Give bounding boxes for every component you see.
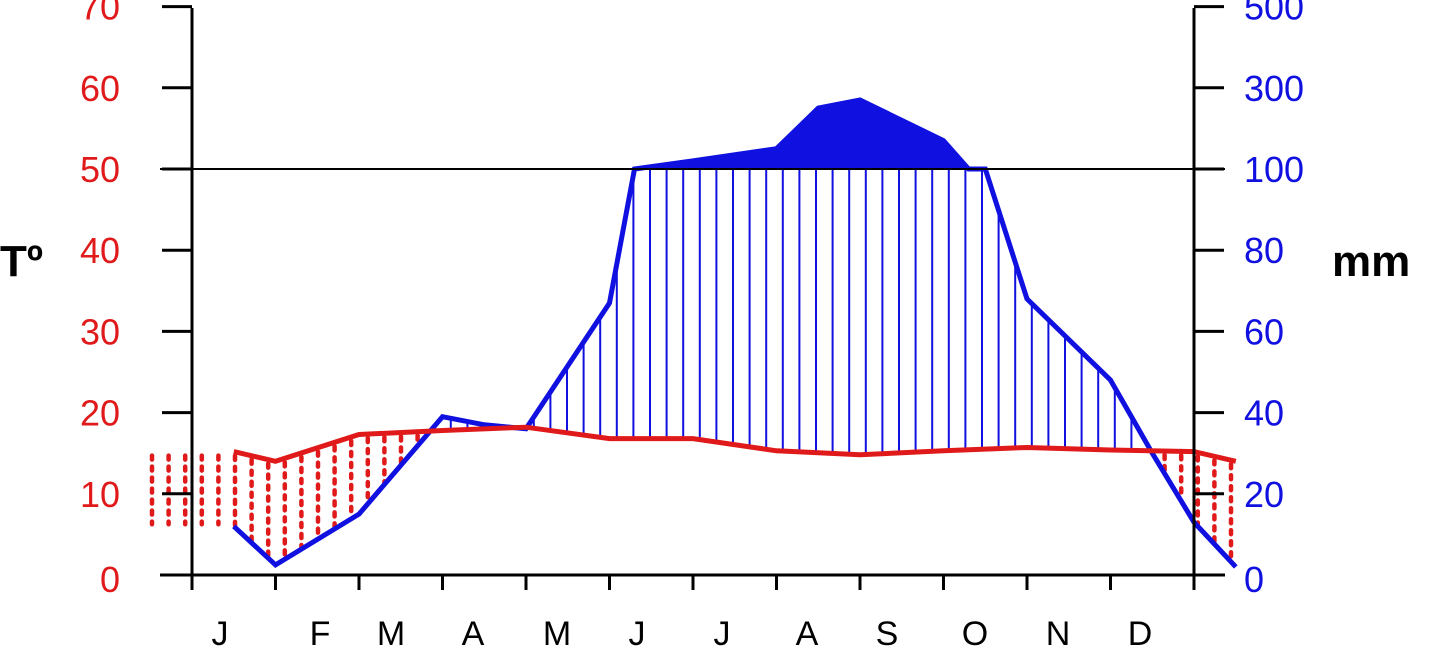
right-tick-label: 500 (1244, 0, 1304, 28)
axes-layer: 0 0 10 20 20 40 30 60 40 80 50 100 60 300 70 500 J F M A M J J… (80, 0, 1304, 653)
month-label: J (714, 615, 731, 653)
humid-surplus-fill (635, 99, 969, 169)
left-tick-label: 70 (80, 0, 120, 28)
month-label: F (310, 615, 331, 653)
right-tick-label: 300 (1244, 68, 1304, 109)
right-tick-label: 60 (1244, 311, 1284, 352)
right-tick-label: 80 (1244, 230, 1284, 271)
month-label: O (962, 615, 988, 653)
left-tick-label: 10 (80, 474, 120, 515)
fill-layer (149, 99, 1234, 563)
left-tick-label: 0 (100, 559, 120, 600)
month-label: J (212, 615, 229, 653)
right-tick-label: 20 (1244, 474, 1284, 515)
month-label: M (377, 615, 405, 653)
left-tick-label: 50 (80, 149, 120, 190)
month-label: M (543, 615, 571, 653)
series-layer (232, 97, 1238, 569)
month-label: A (462, 615, 485, 653)
temperature-line (233, 424, 1237, 464)
right-tick-label: 40 (1244, 393, 1284, 434)
month-label: D (1128, 615, 1153, 653)
left-tick-label: 20 (80, 393, 120, 434)
month-label: A (796, 615, 819, 653)
month-label: N (1046, 615, 1071, 653)
right-axis-title: mm (1332, 237, 1410, 286)
left-axis-title: Tº (0, 237, 43, 286)
left-tick-label: 60 (80, 68, 120, 109)
left-tick-label: 30 (80, 311, 120, 352)
precipitation-line (232, 97, 1238, 569)
month-label: S (876, 615, 899, 653)
right-tick-label: 100 (1244, 149, 1304, 190)
month-label: J (629, 615, 646, 653)
right-tick-label: 0 (1244, 559, 1264, 600)
left-tick-label: 40 (80, 230, 120, 271)
